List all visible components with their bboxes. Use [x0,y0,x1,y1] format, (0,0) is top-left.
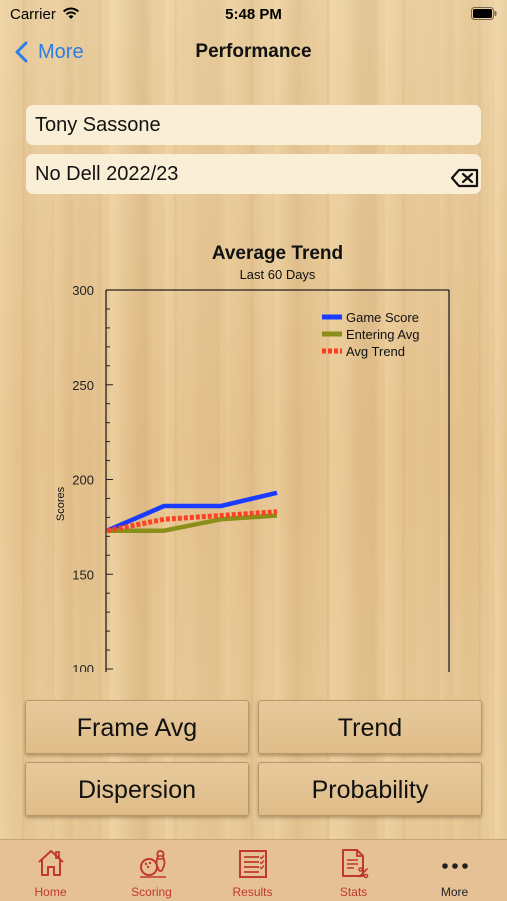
legend-label: Game Score [346,310,419,325]
bowling-icon [140,850,166,878]
status-time: 5:48 PM [225,6,282,23]
tab-scoring-label: Scoring [131,885,172,899]
trend-button[interactable]: Trend [258,700,482,754]
dispersion-button[interactable]: Dispersion [25,762,249,816]
tab-bar: Home Scoring Results Stats [0,839,507,901]
bowler-name: Tony Sassone [35,114,161,136]
navigation-bar: More Performance [0,30,507,74]
league-field[interactable]: No Dell 2022/23 [26,154,481,194]
tab-results-label: Results [232,885,273,899]
average-trend-chart: 100 150 200 250 300 Scores Game Score Entering … [55,283,450,672]
series-line-0 [106,490,278,533]
chart-subtitle: Last 60 Days [239,267,316,282]
y-tick-label: 200 [72,473,94,488]
back-button-label: More [38,40,84,63]
y-tick-label: 250 [72,378,94,393]
wifi-icon [63,7,79,19]
y-tick-label: 100 [72,662,94,672]
y-tick-label: 300 [72,283,94,298]
y-tick-label: 150 [72,567,94,582]
tab-results[interactable]: Results [202,840,303,901]
probability-button[interactable]: Probability [258,762,482,816]
tab-home[interactable]: Home [0,840,101,901]
stats-document-icon [342,849,369,879]
carrier-label: Carrier [10,6,56,23]
scoresheet-icon [239,850,267,878]
tab-more-label: More [440,885,469,899]
bowler-field[interactable]: Tony Sassone [26,105,481,145]
legend-label: Avg Trend [346,344,405,359]
chart-title: Average Trend [211,243,344,264]
tab-scoring[interactable]: Scoring [101,840,202,901]
y-axis-label: Scores [55,486,67,521]
more-dots-icon [442,863,468,869]
league-name: No Dell 2022/23 [35,163,179,185]
battery-icon [471,7,497,20]
series-line-2 [106,509,278,534]
tab-stats-label: Stats [339,885,368,899]
frame-avg-button[interactable]: Frame Avg [25,700,249,754]
home-icon [38,850,64,876]
page-title: Performance [195,41,312,62]
tab-more[interactable]: More [404,840,505,901]
status-bar: Carrier 5:48 PM [0,0,507,28]
tab-stats[interactable]: Stats [303,840,404,901]
tab-home-label: Home [34,885,67,899]
legend-label: Entering Avg [346,327,419,342]
back-button[interactable]: More [14,38,84,66]
series-line-1 [107,513,278,533]
clear-delete-icon[interactable] [451,168,479,188]
chevron-left-icon [15,41,28,63]
